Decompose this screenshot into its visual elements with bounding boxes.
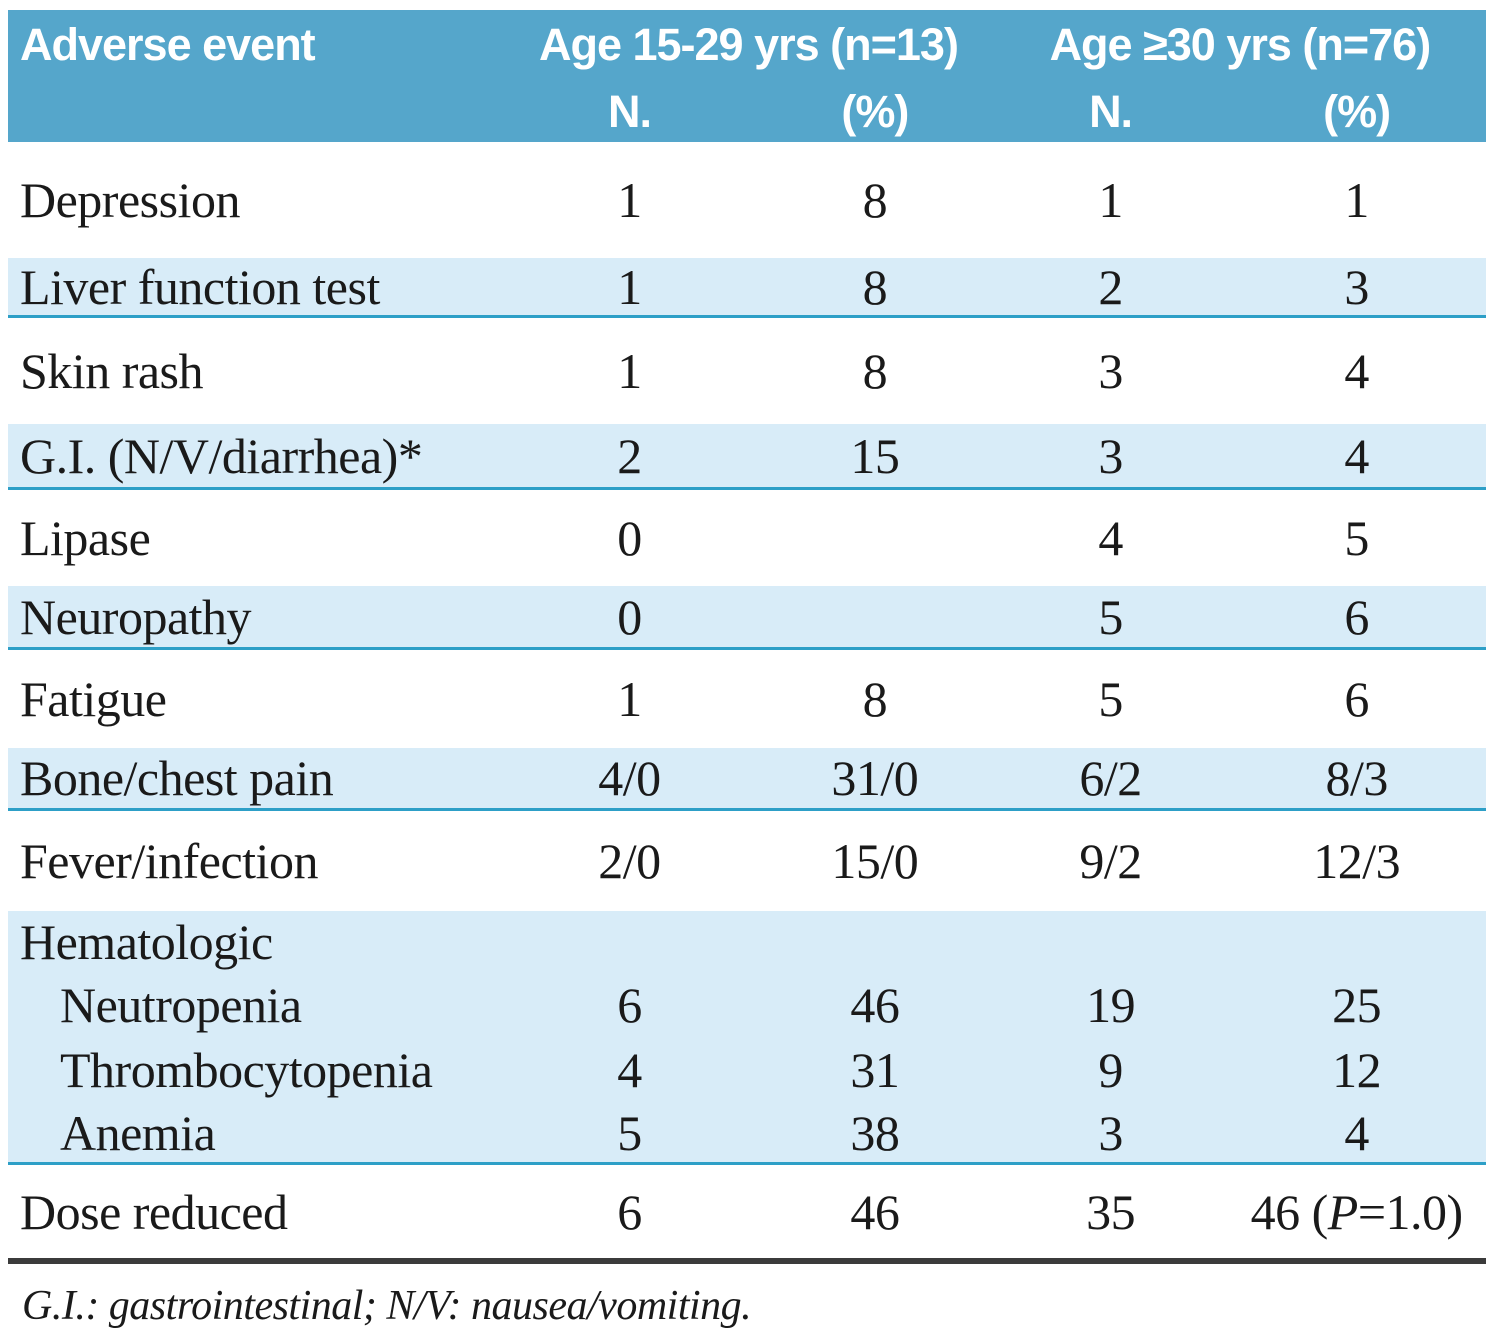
cell-value: 0 bbox=[617, 510, 642, 566]
cell-value: 15 bbox=[850, 427, 900, 484]
table-row-fever-infection: Fever/infection 2/0 15/0 9/2 12/3 bbox=[8, 811, 1486, 911]
subheader-n-group1: N. bbox=[607, 86, 652, 137]
table-row-anemia: Anemia 5 38 3 4 bbox=[8, 1103, 1486, 1162]
cell-value: 5 bbox=[1344, 510, 1369, 566]
cell-value: 5 bbox=[1098, 671, 1123, 727]
cell-value: 9 bbox=[1098, 1042, 1123, 1098]
cell-value: 1 bbox=[1344, 172, 1369, 228]
cell-value: 4/0 bbox=[598, 750, 661, 806]
column-group-age-30-plus: Age ≥30 yrs (n=76) bbox=[1049, 19, 1432, 70]
subheader-pct-group2: (%) bbox=[1323, 86, 1391, 137]
cell-value: 2 bbox=[1098, 258, 1123, 315]
cell-value: 31/0 bbox=[831, 750, 919, 806]
column-group-age-15-29: Age 15-29 yrs (n=13) bbox=[538, 19, 959, 70]
cell-value: 15/0 bbox=[831, 833, 919, 889]
hematologic-group: Hematologic Neutropenia 6 46 19 25 Throm… bbox=[8, 911, 1486, 1165]
cell-value: 1 bbox=[617, 172, 642, 228]
table-row-bone-chest-pain: Bone/chest pain 4/0 31/0 6/2 8/3 bbox=[8, 748, 1486, 811]
cell-value: 5 bbox=[1098, 588, 1123, 645]
row-label: Depression bbox=[20, 172, 240, 228]
cell-value: 1 bbox=[617, 258, 642, 315]
cell-value: 1 bbox=[617, 343, 642, 399]
row-label: Dose reduced bbox=[20, 1183, 288, 1240]
table-header: Adverse event Age 15-29 yrs (n=13) Age ≥… bbox=[8, 10, 1486, 142]
p-value-pre: 46 ( bbox=[1250, 1183, 1329, 1240]
cell-value: 8/3 bbox=[1325, 750, 1388, 806]
row-label: Fatigue bbox=[20, 671, 167, 727]
cell-value: 3 bbox=[1098, 343, 1123, 399]
row-label: Fever/infection bbox=[20, 833, 318, 889]
cell-value: 0 bbox=[617, 588, 642, 645]
cell-value: 1 bbox=[617, 671, 642, 727]
cell-value: 5 bbox=[617, 1104, 642, 1161]
table-row-neutropenia: Neutropenia 6 46 19 25 bbox=[8, 973, 1486, 1037]
table-row-hematologic: Hematologic bbox=[8, 911, 1486, 973]
row-label: Skin rash bbox=[20, 343, 204, 399]
cell-value: 31 bbox=[850, 1042, 900, 1098]
footnote-rule bbox=[8, 1258, 1486, 1264]
cell-value: 8 bbox=[862, 343, 888, 399]
cell-value: 3 bbox=[1098, 427, 1123, 484]
cell-value: 6 bbox=[617, 1183, 642, 1240]
table-row-fatigue: Fatigue 1 8 5 6 bbox=[8, 650, 1486, 748]
cell-value: 8 bbox=[862, 258, 888, 315]
cell-value: 8 bbox=[862, 671, 888, 727]
cell-value: 35 bbox=[1086, 1183, 1136, 1240]
cell-value: 3 bbox=[1098, 1104, 1123, 1161]
cell-value: 12/3 bbox=[1313, 833, 1401, 889]
cell-value: 4 bbox=[617, 1042, 642, 1098]
table-row-skin-rash: Skin rash 1 8 3 4 bbox=[8, 318, 1486, 424]
subheader-pct-group1: (%) bbox=[841, 86, 909, 137]
cell-value: 8 bbox=[862, 172, 888, 228]
cell-value: 6 bbox=[617, 977, 642, 1033]
row-label: Lipase bbox=[20, 510, 151, 566]
cell-value-p: 46 (P=1.0) bbox=[1227, 1187, 1486, 1237]
row-label: Neuropathy bbox=[20, 588, 252, 645]
cell-value: 6/2 bbox=[1079, 750, 1142, 806]
cell-value: 25 bbox=[1332, 977, 1382, 1033]
table-row-lipase: Lipase 0 4 5 bbox=[8, 490, 1486, 586]
row-label: Bone/chest pain bbox=[20, 750, 334, 806]
cell-value: 1 bbox=[1098, 172, 1123, 228]
table-row-dose-reduced: Dose reduced 6 46 35 46 (P=1.0) bbox=[8, 1165, 1486, 1258]
cell-value: 3 bbox=[1344, 258, 1369, 315]
row-label: Thrombocytopenia bbox=[60, 1042, 433, 1098]
row-label: Anemia bbox=[60, 1104, 216, 1161]
row-label: G.I. (N/V/diarrhea)* bbox=[20, 427, 423, 484]
row-label: Liver function test bbox=[20, 258, 380, 315]
table-row-depression: Depression 1 8 1 1 bbox=[8, 142, 1486, 258]
cell-value: 4 bbox=[1344, 343, 1369, 399]
subheader-n-group2: N. bbox=[1089, 86, 1133, 137]
cell-value: 9/2 bbox=[1079, 833, 1142, 889]
table-row-liver-function-test: Liver function test 1 8 2 3 bbox=[8, 258, 1486, 318]
cell-value: 46 bbox=[850, 977, 900, 1033]
cell-value: 19 bbox=[1086, 977, 1136, 1033]
cell-value: 2 bbox=[617, 427, 642, 484]
p-value-post: =1.0) bbox=[1357, 1183, 1463, 1240]
p-value-symbol: P bbox=[1327, 1183, 1359, 1240]
table-row-thrombocytopenia: Thrombocytopenia 4 31 9 12 bbox=[8, 1037, 1486, 1103]
cell-value: 4 bbox=[1344, 427, 1369, 484]
row-label: Hematologic bbox=[20, 914, 273, 970]
footnote: G.I.: gastrointestinal; N/V: nausea/vomi… bbox=[22, 1283, 752, 1329]
cell-value: 2/0 bbox=[598, 833, 661, 889]
table-row-gi: G.I. (N/V/diarrhea)* 2 15 3 4 bbox=[8, 424, 1486, 490]
cell-value: 4 bbox=[1098, 510, 1123, 566]
table-row-neuropathy: Neuropathy 0 5 6 bbox=[8, 586, 1486, 650]
cell-value: 6 bbox=[1344, 671, 1369, 727]
cell-value: 46 bbox=[850, 1183, 900, 1240]
cell-value: 4 bbox=[1344, 1104, 1369, 1161]
cell-value: 12 bbox=[1332, 1042, 1382, 1098]
column-header-adverse-event: Adverse event bbox=[20, 19, 316, 70]
cell-value: 6 bbox=[1344, 588, 1369, 645]
cell-value: 38 bbox=[850, 1104, 900, 1161]
row-label: Neutropenia bbox=[60, 977, 302, 1033]
